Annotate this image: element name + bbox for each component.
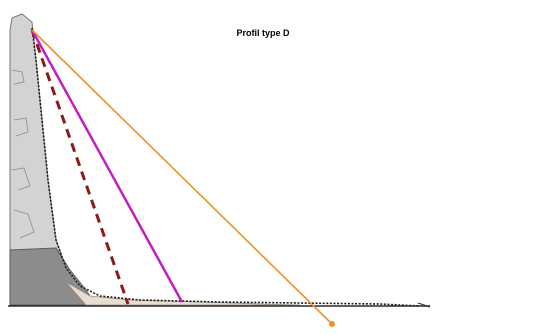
ground-end-tick [417, 302, 431, 308]
reach-line-dashed [30, 29, 130, 305]
reach-line-orange [31, 29, 333, 325]
reach-line-magenta [30, 29, 184, 303]
cliff-group [8, 13, 431, 308]
cliff-crack-lines [11, 69, 47, 277]
orange-endpoint-marker [329, 321, 335, 327]
talus-wedge [65, 281, 301, 306]
figure-title: Profil type D [236, 28, 290, 38]
